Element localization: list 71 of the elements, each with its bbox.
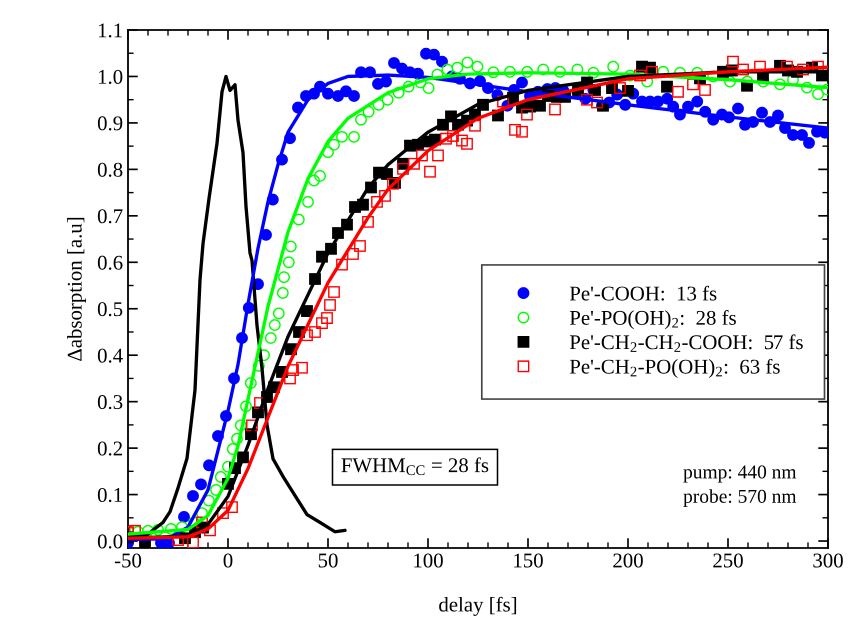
y-tick-label: 0.6	[98, 256, 123, 270]
legend-label: Pe'-CH$_{2}$-CH$_{2}$-COOH: 57 fs	[570, 334, 803, 352]
point	[634, 70, 646, 82]
annotation: pump: 440 nm probe: 570 nm	[683, 465, 796, 507]
x-tick-label: -50	[114, 553, 142, 568]
point	[379, 190, 391, 202]
y-tick-label: 0.9	[98, 116, 122, 130]
point	[516, 126, 528, 138]
point	[321, 312, 333, 324]
point	[497, 96, 509, 108]
point	[354, 240, 366, 252]
point	[461, 138, 473, 150]
point	[687, 78, 699, 90]
point	[246, 419, 258, 432]
legend-label: Pe'-CH$_{2}$-PO(OH)$_{2}$: 63 fs	[570, 358, 780, 378]
x-tick-label: 0	[224, 553, 232, 568]
point	[416, 150, 428, 162]
y-axis-title: Δabsorption [a.u]	[67, 218, 86, 361]
point	[432, 150, 444, 162]
point	[456, 134, 468, 146]
point	[336, 258, 348, 271]
point	[362, 216, 374, 228]
point	[447, 130, 459, 142]
point	[324, 299, 336, 311]
point	[316, 317, 328, 330]
point	[187, 536, 199, 548]
point	[371, 196, 383, 208]
point	[284, 372, 296, 384]
y-tick-label: 0.8	[98, 162, 122, 177]
y-tick-label: 0.1	[98, 488, 122, 502]
y-tick-label: 0.0	[98, 534, 122, 549]
y-tick-label: 1.0	[98, 70, 122, 84]
annotation: FWHM$_{CC}$ = 28 fs	[341, 457, 488, 476]
point	[424, 166, 436, 178]
point	[737, 64, 749, 76]
y-tick-label: 0.2	[98, 441, 122, 456]
x-tick-label: 200	[613, 553, 643, 568]
point	[591, 96, 603, 108]
point	[408, 158, 420, 170]
point	[614, 82, 626, 94]
point	[172, 534, 184, 546]
y-tick-label: 0.5	[98, 302, 122, 316]
y-tick-label: 0.3	[98, 395, 122, 410]
y-tick-label: 1.1	[98, 23, 122, 38]
point	[397, 163, 409, 175]
y-tick-label: 0.4	[98, 348, 123, 363]
legend-label: Pe'-PO(OH)$_{2}$: 28 fs	[570, 310, 736, 330]
point	[440, 132, 452, 145]
point	[699, 84, 711, 96]
point	[347, 248, 359, 260]
x-tick-label: 300	[813, 553, 843, 568]
legend-label: Pe'-COOH: 13 fs	[570, 286, 716, 301]
x-tick-label: 150	[514, 553, 543, 568]
point	[301, 329, 313, 342]
point	[226, 501, 238, 514]
point	[309, 326, 321, 338]
point	[296, 362, 308, 374]
x-axis-title: delay [fs]	[439, 596, 516, 616]
x-tick-label: 100	[414, 553, 443, 568]
point	[328, 286, 340, 298]
x-tick-label: 250	[713, 553, 743, 568]
point	[521, 108, 533, 120]
point	[549, 104, 561, 116]
point	[797, 64, 809, 76]
point	[727, 56, 739, 68]
y-tick-label: 0.7	[98, 209, 123, 224]
point	[469, 120, 481, 132]
point	[509, 124, 521, 136]
point	[287, 364, 299, 376]
x-tick-label: 50	[318, 553, 338, 568]
point	[672, 86, 684, 98]
